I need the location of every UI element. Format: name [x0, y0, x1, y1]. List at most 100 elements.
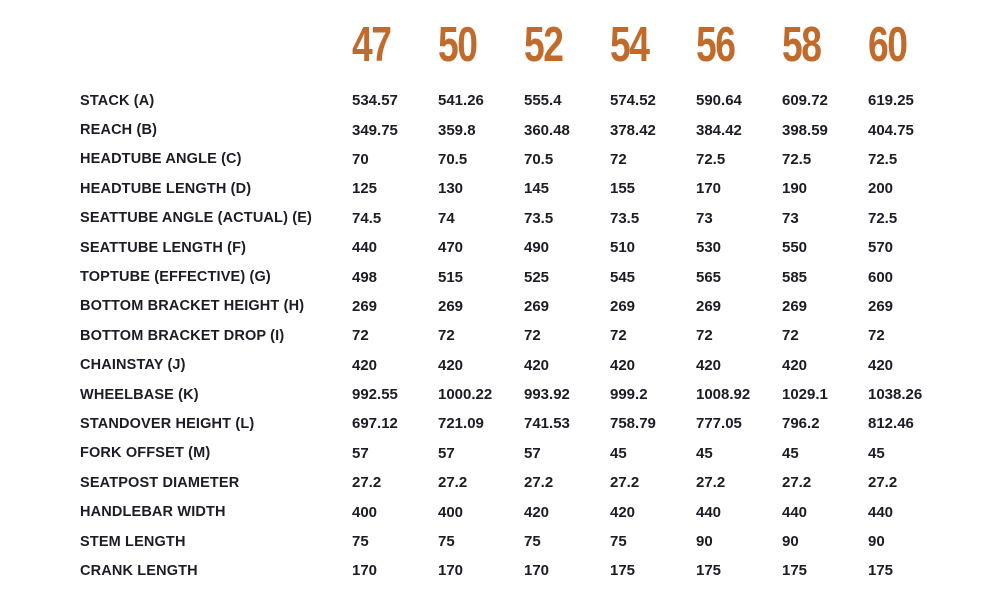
size-column-header: 60 — [868, 18, 954, 86]
spec-value-cell: 565 — [696, 268, 722, 286]
spec-value-cell: 570 — [868, 239, 894, 257]
spec-value-cell: 70.5 — [438, 150, 468, 168]
spec-row-label: HEADTUBE LENGTH (D) — [80, 180, 252, 197]
spec-value-cell: 155 — [610, 180, 636, 198]
spec-row: WHEELBASE (K) 992.55 1000.22 993.92 999.2 100… — [80, 380, 954, 409]
spec-value-cell: 130 — [438, 180, 464, 198]
spec-value-cell: 440 — [782, 503, 808, 521]
spec-value-cell: 420 — [696, 356, 722, 374]
spec-value-cell: 420 — [782, 356, 808, 374]
spec-value-cell: 590.64 — [696, 92, 742, 110]
spec-value-cell: 269 — [352, 297, 378, 315]
spec-value-cell: 27.2 — [438, 474, 468, 492]
spec-value-cell: 75 — [524, 533, 541, 551]
size-column-header: 54 — [610, 18, 696, 86]
spec-value-cell: 70.5 — [524, 150, 554, 168]
spec-value-cell: 420 — [610, 503, 636, 521]
spec-value-cell: 545 — [610, 268, 636, 286]
spec-value-cell: 1008.92 — [696, 386, 751, 404]
spec-value-cell: 498 — [352, 268, 378, 286]
spec-value-cell: 741.53 — [524, 415, 570, 433]
spec-value-cell: 72 — [610, 327, 627, 345]
spec-value-cell: 697.12 — [352, 415, 398, 433]
spec-value-cell: 609.72 — [782, 92, 828, 110]
spec-value-cell: 378.42 — [610, 121, 656, 139]
spec-value-cell: 555.4 — [524, 92, 562, 110]
spec-value-cell: 170 — [438, 562, 464, 580]
spec-value-cell: 440 — [696, 503, 722, 521]
spec-value-cell: 72 — [782, 327, 799, 345]
spec-row-label: CRANK LENGTH — [80, 562, 198, 579]
spec-value-cell: 45 — [782, 444, 799, 462]
spec-value-cell: 72.5 — [868, 209, 898, 227]
spec-row-label: STEM LENGTH — [80, 533, 186, 550]
spec-row: CRANK LENGTH 170 170 170 175 175 175 175 — [80, 556, 954, 585]
spec-value-cell: 515 — [438, 268, 464, 286]
spec-value-cell: 530 — [696, 239, 722, 257]
spec-row: HEADTUBE LENGTH (D) 125 130 145 155 170 190 200 — [80, 174, 954, 203]
spec-value-cell: 170 — [696, 180, 722, 198]
spec-value-cell: 175 — [868, 562, 894, 580]
spec-value-cell: 470 — [438, 239, 464, 257]
spec-value-cell: 384.42 — [696, 121, 742, 139]
spec-row: STACK (A) 534.57 541.26 555.4 574.52 590.64 60… — [80, 86, 954, 115]
spec-value-cell: 145 — [524, 180, 550, 198]
spec-value-cell: 72 — [868, 327, 885, 345]
spec-value-cell: 420 — [352, 356, 378, 374]
spec-value-cell: 758.79 — [610, 415, 656, 433]
spec-value-cell: 269 — [782, 297, 808, 315]
spec-value-cell: 992.55 — [352, 386, 398, 404]
spec-value-cell: 190 — [782, 180, 808, 198]
spec-value-cell: 45 — [696, 444, 713, 462]
corner-spacer — [80, 22, 352, 86]
spec-row: SEATTUBE ANGLE (ACTUAL) (E) 74.5 74 73.5 73.… — [80, 204, 954, 233]
spec-row-label: BOTTOM BRACKET DROP (I) — [80, 327, 285, 344]
spec-value-cell: 490 — [524, 239, 550, 257]
spec-value-cell: 73 — [696, 209, 713, 227]
size-number: 47 — [352, 18, 392, 72]
spec-row: TOPTUBE (EFFECTIVE) (G) 498 515 525 545 565 58… — [80, 262, 954, 291]
spec-value-cell: 585 — [782, 268, 808, 286]
spec-value-cell: 269 — [696, 297, 722, 315]
spec-value-cell: 440 — [352, 239, 378, 257]
spec-row: BOTTOM BRACKET DROP (I) 72 72 72 72 72 72 72 — [80, 321, 954, 350]
spec-value-cell: 73.5 — [524, 209, 554, 227]
spec-row-label: CHAINSTAY (J) — [80, 357, 186, 374]
spec-value-cell: 777.05 — [696, 415, 742, 433]
spec-value-cell: 73.5 — [610, 209, 640, 227]
spec-value-cell: 721.09 — [438, 415, 484, 433]
spec-value-cell: 72 — [352, 327, 369, 345]
spec-value-cell: 72.5 — [696, 150, 726, 168]
spec-value-cell: 57 — [352, 444, 369, 462]
spec-row-label: STANDOVER HEIGHT (L) — [80, 415, 255, 432]
spec-value-cell: 269 — [868, 297, 894, 315]
spec-value-cell: 796.2 — [782, 415, 820, 433]
spec-value-cell: 420 — [868, 356, 894, 374]
spec-value-cell: 75 — [352, 533, 369, 551]
spec-value-cell: 269 — [610, 297, 636, 315]
spec-value-cell: 541.26 — [438, 92, 484, 110]
spec-value-cell: 72 — [524, 327, 541, 345]
spec-value-cell: 574.52 — [610, 92, 656, 110]
spec-value-cell: 999.2 — [610, 386, 648, 404]
spec-value-cell: 534.57 — [352, 92, 398, 110]
spec-value-cell: 27.2 — [524, 474, 554, 492]
size-header-row: 47 50 52 54 56 58 60 — [80, 18, 954, 86]
spec-value-cell: 45 — [610, 444, 627, 462]
spec-value-cell: 170 — [352, 562, 378, 580]
spec-value-cell: 619.25 — [868, 92, 914, 110]
spec-value-cell: 90 — [782, 533, 799, 551]
spec-row-label: SEATTUBE ANGLE (ACTUAL) (E) — [80, 210, 313, 227]
spec-row: CHAINSTAY (J) 420 420 420 420 420 420 420 — [80, 351, 954, 380]
spec-value-cell: 70 — [352, 150, 369, 168]
spec-value-cell: 420 — [524, 503, 550, 521]
spec-row: STANDOVER HEIGHT (L) 697.12 721.09 741.53 75… — [80, 409, 954, 438]
spec-value-cell: 90 — [868, 533, 885, 551]
size-number: 54 — [610, 18, 650, 72]
spec-value-cell: 1000.22 — [438, 386, 493, 404]
spec-row: REACH (B) 349.75 359.8 360.48 378.42 384.42 39… — [80, 115, 954, 144]
size-number: 60 — [868, 18, 908, 72]
spec-value-cell: 27.2 — [610, 474, 640, 492]
spec-value-cell: 75 — [438, 533, 455, 551]
spec-value-cell: 420 — [438, 356, 464, 374]
